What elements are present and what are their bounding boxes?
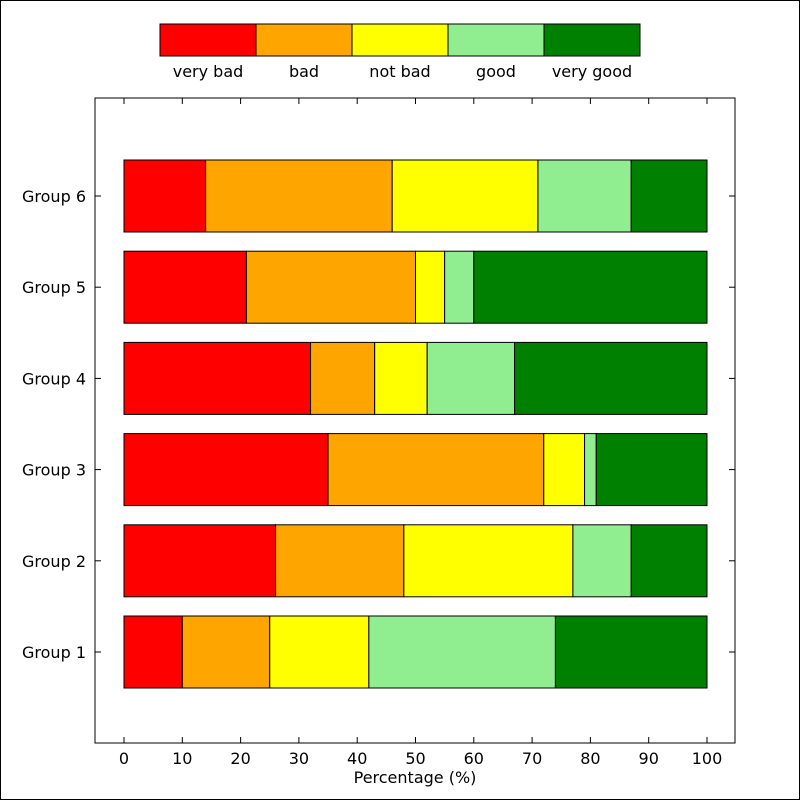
x-tick-label: 100 bbox=[692, 749, 723, 768]
bar-segment-good-group-1 bbox=[368, 615, 556, 689]
x-tick-label: 90 bbox=[639, 749, 659, 768]
legend-label: very good bbox=[552, 62, 632, 81]
x-axis: 0 10 20 30 40 50 60 70 80 90 100 bbox=[119, 98, 722, 768]
legend-label: good bbox=[476, 62, 516, 81]
y-tick-label: Group 4 bbox=[22, 369, 86, 388]
bar-segment-very-good-group-1 bbox=[554, 615, 708, 689]
bar-segment-bad-group-3 bbox=[327, 433, 545, 507]
legend-swatch-not-bad bbox=[351, 23, 449, 57]
y-axis: Group 1 Group 2 Group 3 Group 4 Group 5 Group… bbox=[22, 187, 735, 662]
bar-segment-bad-group-1 bbox=[181, 615, 271, 689]
x-tick-label: 20 bbox=[230, 749, 250, 768]
bar-segment-very-bad-group-3 bbox=[123, 433, 329, 507]
bar-segment-very-bad-group-6 bbox=[123, 159, 207, 233]
legend-swatch-very-bad bbox=[159, 23, 257, 57]
x-tick-label: 70 bbox=[522, 749, 542, 768]
x-tick-label: 0 bbox=[119, 749, 129, 768]
x-tick-label: 10 bbox=[172, 749, 192, 768]
x-tick-label: 60 bbox=[464, 749, 484, 768]
y-tick-label: Group 5 bbox=[22, 278, 86, 297]
legend-label: not bad bbox=[369, 62, 430, 81]
x-tick-label: 30 bbox=[289, 749, 309, 768]
bar-segment-very-bad-group-1 bbox=[123, 615, 183, 689]
y-tick-label: Group 6 bbox=[22, 187, 86, 206]
bar-segment-bad-group-4 bbox=[310, 341, 376, 415]
y-tick-label: Group 2 bbox=[22, 552, 86, 571]
bar-segment-good-group-4 bbox=[426, 341, 516, 415]
bars-layer bbox=[123, 159, 708, 689]
legend-swatch-bad bbox=[255, 23, 353, 57]
x-tick-label: 40 bbox=[347, 749, 367, 768]
bar-segment-not-bad-group-2 bbox=[403, 524, 574, 598]
bar-segment-bad-group-2 bbox=[275, 524, 405, 598]
legend: very bad bad not bad good very good bbox=[159, 23, 641, 81]
bar-segment-good-group-2 bbox=[572, 524, 632, 598]
bar-segment-good-group-6 bbox=[537, 159, 632, 233]
x-axis-label: Percentage (%) bbox=[354, 768, 477, 787]
legend-swatch-very-good bbox=[543, 23, 641, 57]
x-tick-label: 50 bbox=[405, 749, 425, 768]
bar-segment-very-good-group-5 bbox=[473, 250, 708, 324]
bar-segment-very-good-group-2 bbox=[630, 524, 708, 598]
bar-segment-not-bad-group-6 bbox=[391, 159, 539, 233]
y-tick-label: Group 1 bbox=[22, 643, 86, 662]
bar-segment-good-group-5 bbox=[444, 250, 475, 324]
bar-segment-not-bad-group-3 bbox=[543, 433, 586, 507]
bar-segment-very-good-group-6 bbox=[630, 159, 708, 233]
bar-segment-not-bad-group-1 bbox=[269, 615, 370, 689]
bar-segment-not-bad-group-4 bbox=[374, 341, 428, 415]
legend-label: very bad bbox=[173, 62, 244, 81]
bar-segment-very-good-group-4 bbox=[514, 341, 708, 415]
bar-segment-good-group-3 bbox=[584, 433, 597, 507]
bar-segment-very-bad-group-2 bbox=[123, 524, 277, 598]
y-tick-label: Group 3 bbox=[22, 461, 86, 480]
bar-segment-very-bad-group-4 bbox=[123, 341, 312, 415]
legend-label: bad bbox=[289, 62, 319, 81]
bar-segment-not-bad-group-5 bbox=[415, 250, 446, 324]
bar-segment-very-bad-group-5 bbox=[123, 250, 247, 324]
x-tick-label: 80 bbox=[580, 749, 600, 768]
bar-segment-bad-group-5 bbox=[245, 250, 416, 324]
legend-swatch-good bbox=[447, 23, 545, 57]
bar-segment-bad-group-6 bbox=[205, 159, 393, 233]
bar-segment-very-good-group-3 bbox=[595, 433, 708, 507]
